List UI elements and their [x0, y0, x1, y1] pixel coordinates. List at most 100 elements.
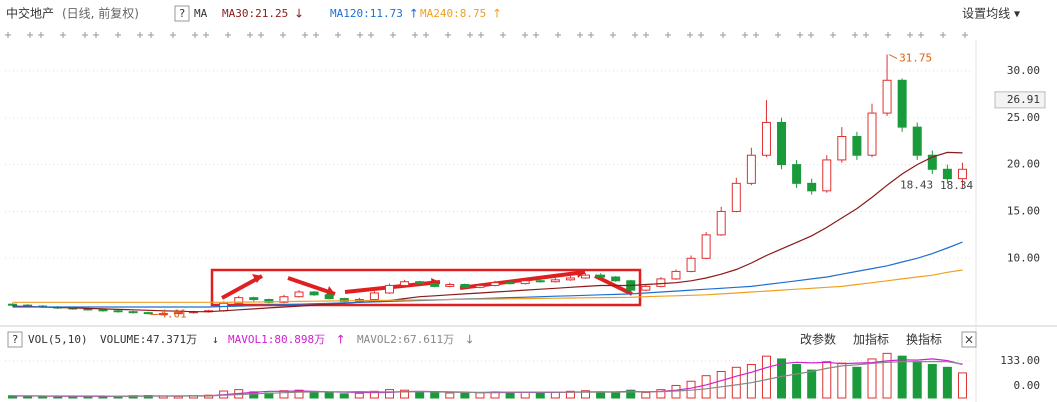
event-marker [423, 32, 429, 38]
event-marker [863, 32, 869, 38]
volume-bar [731, 366, 741, 399]
candle-body [641, 285, 651, 291]
legend-arrow: ↓ [465, 333, 475, 347]
legend-entry: MA240:8.75 [420, 7, 486, 20]
legend-entry: MAVOL1:80.898万 [228, 333, 325, 346]
event-marker [610, 32, 616, 38]
event-marker [368, 32, 374, 38]
event-marker [478, 32, 484, 38]
event-marker [852, 32, 858, 38]
legend-entry: MA120:11.73 [330, 7, 403, 20]
candle-body [716, 210, 726, 236]
volume-bar [912, 361, 922, 399]
event-marker [115, 32, 121, 38]
volume-bar [354, 392, 364, 399]
help[interactable]: ? [12, 333, 19, 346]
ma-line [12, 241, 963, 308]
volume-bar [716, 371, 726, 399]
event-marker [742, 32, 748, 38]
candle-body [143, 312, 153, 315]
volume-bar [565, 390, 575, 399]
candle-body [279, 296, 289, 303]
volume-bar [852, 366, 862, 399]
candle-body [596, 274, 606, 278]
candle-body [98, 309, 108, 312]
candle-body [837, 135, 847, 161]
help-box[interactable] [7, 331, 23, 348]
close-button[interactable]: × [964, 333, 974, 347]
candle-body [234, 297, 244, 304]
help[interactable]: ? [179, 7, 186, 20]
candle-body [400, 281, 410, 286]
event-marker [588, 32, 594, 38]
volume-bar [415, 391, 425, 399]
candle-body [897, 79, 907, 128]
candle-body [445, 284, 455, 287]
event-marker [687, 32, 693, 38]
event-marker [280, 32, 286, 38]
y-tick-label: 133.00 [1000, 354, 1040, 367]
candle-body [581, 274, 591, 279]
button[interactable]: 换指标 [906, 332, 942, 347]
candle-body [686, 257, 696, 272]
event-marker [258, 32, 264, 38]
button[interactable]: 加指标 [853, 332, 889, 347]
event-marker [720, 32, 726, 38]
volume-bar [792, 364, 802, 399]
event-marker [203, 32, 209, 38]
event-marker [313, 32, 319, 38]
event-marker [445, 32, 451, 38]
event-marker [500, 32, 506, 38]
annotation: 18.34 [940, 179, 973, 192]
legend-entry: MAVOL2:67.611万 [357, 333, 454, 346]
event-marker [412, 32, 418, 38]
help-box[interactable] [174, 5, 190, 22]
volume-bar [641, 391, 651, 399]
volume-bar [656, 389, 666, 399]
volume-bar [626, 389, 636, 399]
event-marker [247, 32, 253, 38]
candle-body [852, 135, 862, 156]
candle-body [113, 310, 123, 313]
candle-body [927, 154, 937, 170]
candle-body [294, 291, 304, 298]
candle-body [611, 276, 621, 282]
event-marker [82, 32, 88, 38]
volume-bar [460, 392, 470, 399]
ma-line [12, 269, 963, 303]
close-box[interactable] [961, 331, 977, 348]
volume-bar [505, 391, 515, 399]
candle-body [867, 112, 877, 156]
event-marker [775, 32, 781, 38]
volume-bar [746, 364, 756, 399]
volume-bar [837, 362, 847, 399]
candle-body [249, 297, 259, 301]
button[interactable]: 改参数 [800, 332, 836, 347]
y-tick-label: 10.00 [1007, 251, 1040, 264]
y-tick-label: 30.00 [1007, 64, 1040, 77]
volume-bar [701, 375, 711, 399]
event-marker [643, 32, 649, 38]
candle-body [475, 284, 485, 288]
event-marker [797, 32, 803, 38]
candle-body [430, 283, 440, 287]
volume-bar [957, 372, 967, 399]
cursor-box [994, 91, 1046, 109]
volume-bar [520, 391, 530, 399]
event-marker [533, 32, 539, 38]
candle-body [777, 121, 787, 166]
legend-entry: MA30:21.25 [222, 7, 288, 20]
event-marker [357, 32, 363, 38]
volume-bar [867, 358, 877, 399]
candle-body [369, 292, 379, 301]
candle-body [701, 234, 711, 259]
volume-bar [927, 364, 937, 399]
candle-body [957, 168, 967, 180]
candle-body [656, 278, 666, 287]
y-tick-label: 20.00 [1007, 158, 1040, 171]
event-marker [522, 32, 528, 38]
event-marker [170, 32, 176, 38]
settings[interactable]: 设置均线 ▾ [962, 7, 1020, 21]
